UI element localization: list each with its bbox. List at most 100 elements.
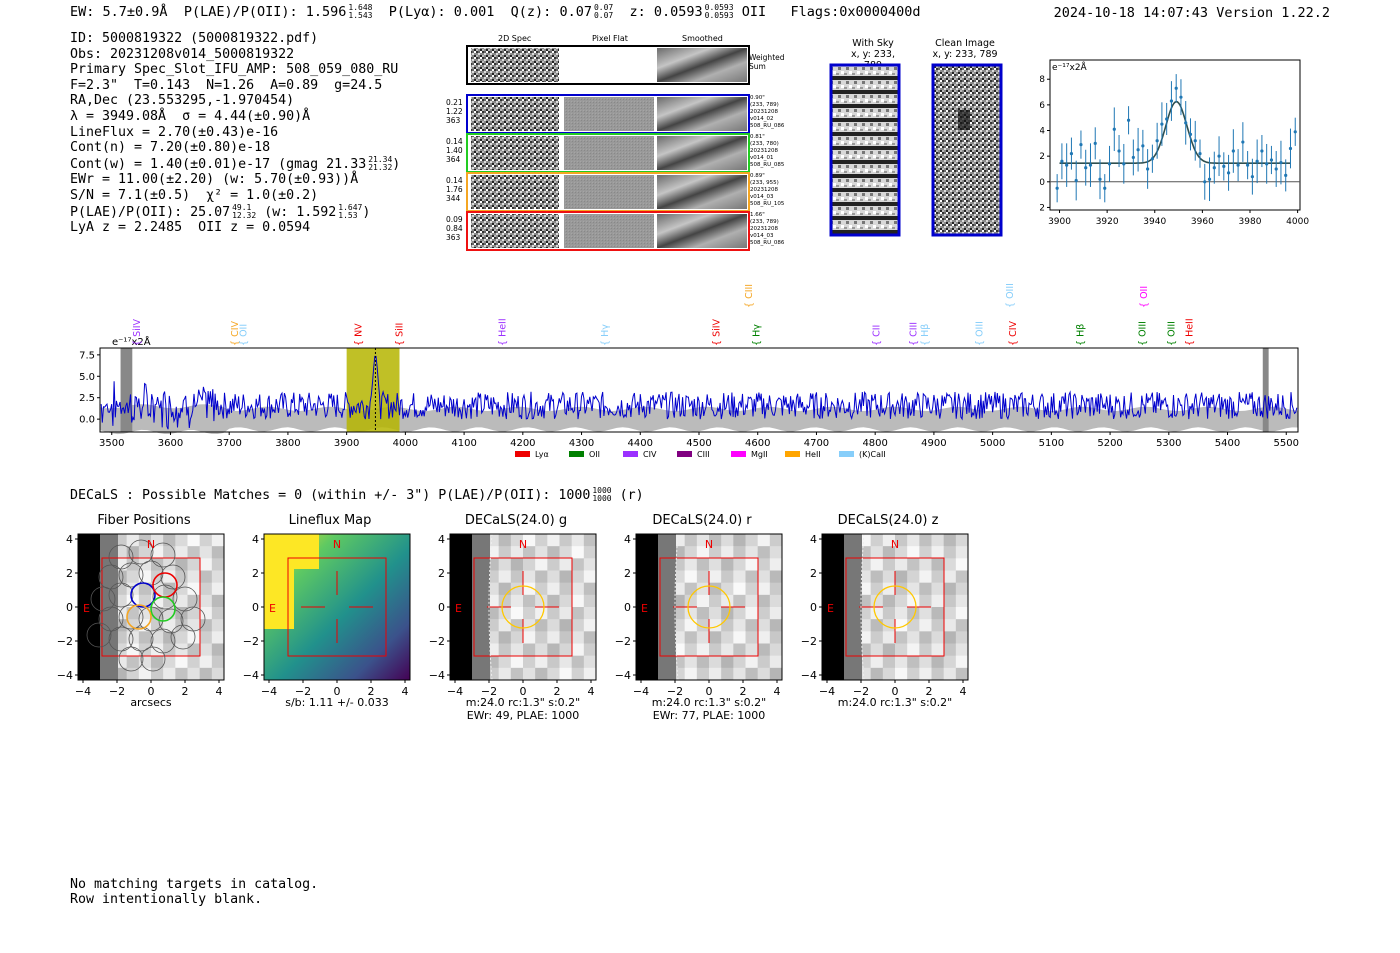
spectrum-xtick: 4800 <box>862 438 887 449</box>
spectrum-line-label: { OIII <box>1005 283 1016 308</box>
zoom-point <box>1165 117 1169 121</box>
cutout-panel: 2D Spec Pixel Flat Smoothed <box>440 33 800 255</box>
legend-label: CIII <box>697 450 710 459</box>
panel-xtick: 4 <box>960 685 967 698</box>
panel-ytick: 4 <box>252 533 259 546</box>
clean-image <box>931 63 1003 237</box>
spectrum-line-label: { Hγ <box>752 324 763 346</box>
header-plya: P(Lyα): 0.001 <box>388 4 495 20</box>
fiber-orange <box>126 604 152 630</box>
spectrum-error-band <box>100 404 1298 435</box>
zoom-point <box>1222 164 1226 169</box>
info-id: ID: 5000819322 (5000819322.pdf) <box>70 31 319 46</box>
zoom-point <box>1126 118 1131 122</box>
panel-image: N E 4 2 0 −2 −4−4 −2 0 2 4 <box>429 533 597 698</box>
header-right: 2024-10-18 14:07:43 Version 1.22.2 <box>1054 5 1330 21</box>
cutout-flat <box>564 214 654 248</box>
cutout-smooth <box>657 175 747 209</box>
header-datetime: 2024-10-18 14:07:43 <box>1053 5 1209 21</box>
info-obs: Obs: 20231208v014_5000819322 <box>70 46 295 62</box>
info-radec: RA,Dec (23.553295,-1.970454) <box>70 93 295 109</box>
spectrum-xtick: 4200 <box>510 438 535 449</box>
cutout-row-values: 0.14 1.76 344 <box>446 176 463 203</box>
legend-label: CIV <box>643 450 657 459</box>
panel-title: Fiber Positions <box>97 513 191 528</box>
spectrum-line-label: { CIII <box>908 322 919 346</box>
panel-image: N E 4 2 0 −2 −4−4 −2 0 2 4 <box>615 533 783 698</box>
info-sn: S/N = 7.1(±0.5) χ² = 1.0(±0.2) <box>70 187 319 203</box>
legend-label: Lyα <box>535 450 549 459</box>
zoom-point <box>1184 121 1188 125</box>
info-ewr: EWr = 11.00(±2.20) (w: 5.70(±0.93))Å <box>70 172 359 188</box>
panel-title: Lineflux Map <box>288 513 372 528</box>
panel-caption: m:24.0 rc:1.3" s:0.2" EWr: 77, PLAE: 1000 <box>651 696 767 722</box>
fiber-circle <box>118 604 144 630</box>
zoom-ytick: −2 <box>1040 203 1045 213</box>
zoom-point <box>1079 143 1083 147</box>
spectrum-xtick: 4500 <box>686 438 711 449</box>
panel-title: DECaLS(24.0) r <box>652 513 752 528</box>
header-z-line: OII <box>741 4 767 20</box>
panel-image: N E 4 2 0 −2 −4−4 −2 0 2 4 <box>57 533 225 698</box>
cutout-2d <box>471 214 559 248</box>
cutout-row-desc: 1.66" (233, 789) 20231208 v014_03 508_RU_086 <box>750 212 785 246</box>
fiber-circle <box>170 624 196 650</box>
zoom-point <box>1131 155 1135 160</box>
fiber-circle <box>128 626 154 652</box>
fiber-circle <box>98 606 124 632</box>
panel-xtick: 2 <box>740 685 747 698</box>
zoom-point <box>1231 149 1235 153</box>
spectrum-line-label: { OII <box>238 324 249 346</box>
spectrum-line-label: { Hγ <box>600 324 611 346</box>
east-label: E <box>269 602 276 615</box>
zoom-point <box>1069 151 1074 156</box>
weighted-smooth <box>657 48 747 82</box>
panel-caption: m:24.0 rc:1.3" s:0.2" <box>837 696 953 709</box>
zoom-point <box>1146 167 1150 171</box>
cutout-row-desc: 0.81" (233, 780) 20231208 v014_01 508_RU_085 <box>750 134 785 168</box>
info-plae: P(LAE)/P(OII): 25.07 49.1 12.32 (w: 1.592 1… <box>70 202 371 220</box>
panel-image: N E 4 2 0 −2 −4−4 −2 0 2 4 <box>801 533 969 698</box>
image-panel: DECaLS(24.0) g N E 4 2 0 −2 −4 −4 −2 0 2 4 m:24.0 rc:… <box>412 510 598 730</box>
north-label: N <box>147 538 155 551</box>
zoom-point <box>1117 149 1121 153</box>
cutout-2d <box>471 136 559 170</box>
zoom-point <box>1107 162 1112 166</box>
spectrum-xtick: 4400 <box>628 438 653 449</box>
spectrum-mask-band <box>1262 348 1269 432</box>
cutout-row-desc: 0.89" (233, 955) 20231208 v014_03 508_RU_105 <box>750 173 785 207</box>
zoom-point <box>1236 163 1240 167</box>
cutout-smooth <box>657 214 747 248</box>
panel-ytick: 0 <box>66 601 73 614</box>
spectrum-line-label: { CIV <box>1008 321 1019 346</box>
panel-image: N E 4 2 0 −2 −4−4 −2 0 2 4 <box>243 533 411 698</box>
cutout-smooth <box>657 136 747 170</box>
panel-title: DECaLS(24.0) g <box>464 513 568 528</box>
zoom-point <box>1160 122 1164 126</box>
spectrum-line-label: { HeII <box>497 318 508 346</box>
fiber-circle <box>118 562 144 588</box>
east-label: E <box>455 602 462 615</box>
panel-caption: s/b: 1.11 +/- 0.033 <box>285 696 389 709</box>
zoom-point <box>1179 95 1183 99</box>
panel-ytick: 4 <box>810 533 817 546</box>
cutout-smooth <box>657 97 747 131</box>
spectrum-line-label: { CII <box>871 325 882 346</box>
panel-xtick: 4 <box>774 685 781 698</box>
decals-summary: DECaLS : Possible Matches = 0 (within +/… <box>70 486 644 504</box>
zoom-xtick: 3980 <box>1239 217 1262 227</box>
panel-ytick: 0 <box>252 601 259 614</box>
legend-swatch <box>785 451 800 457</box>
fiber-circle <box>152 584 178 610</box>
spectrum-xtick: 5400 <box>1215 438 1240 449</box>
spectrum-xtick: 4900 <box>921 438 946 449</box>
panel-xtick: 4 <box>588 685 595 698</box>
zoom-ylabel: e⁻¹⁷x2Å <box>1052 61 1088 73</box>
image-panel: Fiber Positions N E 4 2 0 −2 −4 −4 −2 0 2 4 arcsecs <box>40 510 226 730</box>
zoom-ytick: 0 <box>1040 178 1045 188</box>
spectrum-mask-band <box>120 348 133 432</box>
zoom-xtick: 3940 <box>1143 217 1166 227</box>
cutout-row-desc: 0.90" (233, 789) 20231208 v014_02 508_RU_086 <box>750 95 785 129</box>
spectrum-line-label: { OII <box>1139 286 1150 308</box>
legend-swatch <box>623 451 638 457</box>
